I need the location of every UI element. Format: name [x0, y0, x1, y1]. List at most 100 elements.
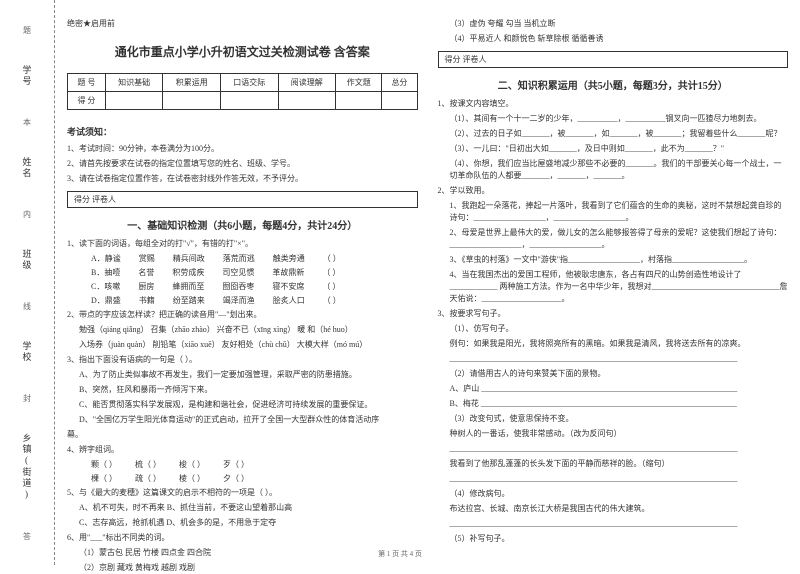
q1-opt-d: D．鼎盛 书籍 纷至踏来 竭泽而渔 脍炙人口 （ ） — [67, 295, 418, 306]
cell — [278, 92, 336, 110]
q6-text: 6、用"___"标出不同类的词。 — [67, 532, 418, 544]
cut-mark: 本 — [22, 118, 33, 126]
s2q2-text: 2、学以致用。 — [438, 185, 789, 197]
table-row: 题 号 知识基础 积累运用 口语交际 阅读理解 作文题 总分 — [68, 74, 418, 92]
opt: D．鼎盛 — [91, 295, 121, 306]
notice-item: 1、考试时间：90分钟，本卷满分为100分。 — [67, 143, 418, 155]
cell: 题 号 — [68, 74, 106, 92]
s2q2-item: 2、母爱是世界上最伟大的爱，做儿女的怎么能够报答得了母亲的爱呢？这使我们想起了诗… — [438, 227, 789, 251]
margin-field-town: 乡镇(街道) — [21, 433, 34, 501]
s2q3-item: ________________________________________… — [438, 353, 789, 365]
opt: 赏赐 — [139, 253, 155, 264]
cell — [220, 92, 278, 110]
table-row: 得 分 — [68, 92, 418, 110]
section1-title: 一、基础知识检测（共6小题，每题4分，共计24分） — [67, 217, 418, 232]
q6-cont: （4）平易近人 和颜悦色 斩草除根 循循善诱 — [438, 33, 789, 45]
margin-field-class: 班级 — [21, 249, 34, 271]
q1-opt-b: B．抽噎 名誉 积劳成疾 司空见惯 革故鼎新 （ ） — [67, 267, 418, 278]
q5-opt: C、志存高远，抢抓机遇 D、机会多的是，不用急于定夺 — [67, 517, 418, 529]
cell: 作文题 — [336, 74, 382, 92]
opt: 触类旁通 — [273, 253, 305, 264]
s2q2-item: 1、我跑起一朵落花，捧起一片落叶，我看到了它们蕴含的生命的奥秘，这时不禁想起龚自… — [438, 200, 789, 224]
cell: 阅读理解 — [278, 74, 336, 92]
s2q3-text: 3、按要求写句子。 — [438, 308, 789, 320]
q2-line: 入场券（juàn quàn） 削铅笔（xiāo xuē） 友好相处（chù ch… — [67, 339, 418, 351]
section-score-box: 得分 评卷人 — [67, 191, 418, 208]
s2q1-item: （4）、你想，我们应当比屋盛地减少那些不必要的_______。我们的干部要关心每… — [438, 158, 789, 182]
cell — [105, 92, 163, 110]
opt: 寝不安席 — [272, 281, 304, 292]
q5-opt: A、机不可失，时不再来 B、抓住当前，不要这山望着那山高 — [67, 502, 418, 514]
field-label: 乡镇(街道) — [21, 433, 34, 501]
q3-opt: A、为了防止类似事故不再发生，我们一定要加强管理，采取严密的防患措施。 — [67, 369, 418, 381]
s2q3-item: 我看到了他那乱蓬蓬的长头发下面的平静而慈祥的脸。（缩句） — [438, 458, 789, 470]
cell: 积累运用 — [163, 74, 221, 92]
s2q1-item: （3）、一儿曰："日初出大如_______，及日中则如_______，此不为__… — [438, 143, 789, 155]
opt: 纷至踏来 — [173, 295, 205, 306]
opt: 脍炙人口 — [273, 295, 305, 306]
opt: 囫囵吞枣 — [222, 281, 254, 292]
s2q1-item: （2）、过去的日子如_______，被_______，如_______，被___… — [438, 128, 789, 140]
opt: 厨房 — [138, 281, 154, 292]
opt: 梭（ ） — [179, 459, 205, 470]
q3-text: 3、指出下面没有语病的一句是（ ）。 — [67, 354, 418, 366]
opt: 落荒而逃 — [223, 253, 255, 264]
opt: （ ） — [323, 253, 341, 264]
s2q3-item: ________________________________________… — [438, 443, 789, 455]
s2q3-item: ________________________________________… — [438, 473, 789, 485]
opt: 革故鼎新 — [272, 267, 304, 278]
cell: 口语交际 — [220, 74, 278, 92]
q1-opt-a: A．静谧 赏赐 精兵间政 落荒而逃 触类旁通 （ ） — [67, 253, 418, 264]
opt: A．静谧 — [91, 253, 121, 264]
field-label: 学号 — [21, 65, 34, 87]
s2q3-item: （1）、仿写句子。 — [438, 323, 789, 335]
q2-line: 勉强（qiáng qiǎng） 召集（zhāo zhào） 兴奋不已（xīng … — [67, 324, 418, 336]
q4-row2: 棵（ ） 疏（ ） 棱（ ） 夕（ ） — [67, 473, 418, 484]
opt: 精兵间政 — [173, 253, 205, 264]
cell: 得 分 — [68, 92, 106, 110]
opt: 名誉 — [138, 267, 154, 278]
opt: 蜂拥而至 — [172, 281, 204, 292]
cut-mark: 封 — [22, 394, 33, 402]
q6-cont: （3）虚伪 夸耀 勾当 当机立断 — [438, 18, 789, 30]
q3-opt: D、"全国亿万学生阳光体育运动"的正式启动，拉开了全国一大型群众性的体育活动序 — [67, 414, 418, 426]
s2q2-item: 4、当在我国杰出的爱国工程师，他被耿忠唐东，各占有四尺的山势创造性地设计了___… — [438, 269, 789, 305]
s2q3-item: （3）改变句式，使意思保持不变。 — [438, 413, 789, 425]
s2q3-item: 例句：如果我是阳光，我将照亮所有的黑暗。如果我是清风，我将送去所有的凉爽。 — [438, 338, 789, 350]
s2q3-item: 布达拉宫、长城、南京长江大桥是我国古代的伟大建筑。 — [438, 503, 789, 515]
notice-item: 2、请首先按要求在试卷的指定位置填写您的姓名、班级、学号。 — [67, 158, 418, 170]
cell — [336, 92, 382, 110]
q4-row1: 颗（ ） 梳（ ） 梭（ ） 歹（ ） — [67, 459, 418, 470]
opt: 竭泽而渔 — [223, 295, 255, 306]
margin-field-name: 姓名 — [21, 157, 34, 179]
section2-title: 二、知识积累运用（共5小题，每题3分，共计15分） — [438, 77, 789, 92]
page-footer: 第 1 页 共 4 页 — [378, 549, 422, 559]
q1-opt-c: C．咳嗽 厨房 蜂拥而至 囫囵吞枣 寝不安席 （ ） — [67, 281, 418, 292]
opt: 疏（ ） — [135, 473, 161, 484]
s2q1-item: （1）、其间有一个十一二岁的少年，__________，__________钢叉… — [438, 113, 789, 125]
opt: B．抽噎 — [91, 267, 120, 278]
opt: 梳（ ） — [135, 459, 161, 470]
field-label: 班级 — [21, 249, 34, 271]
binding-margin: 题 学号 本 姓名 内 班级 线 学校 封 乡镇(街道) 答 — [0, 0, 55, 565]
opt: 积劳成疾 — [172, 267, 204, 278]
main-content: 绝密★启用前 通化市重点小学小升初语文过关检测试卷 含答案 题 号 知识基础 积… — [55, 0, 800, 565]
exam-title: 通化市重点小学小升初语文过关检测试卷 含答案 — [67, 43, 418, 60]
q1-text: 1、读下面的词语，每组全对的打"√"，有错的打"×"。 — [67, 238, 418, 250]
cut-mark: 答 — [22, 532, 33, 540]
q3-opt: C、能否贯彻落实科学发展观，是构建和谐社会，促进经济可持续发展的重要保证。 — [67, 399, 418, 411]
section-score-box: 得分 评卷人 — [438, 51, 789, 68]
q6-row: （1）蒙古包 民居 竹楼 四点金 四合院 — [67, 547, 418, 559]
s2q1-text: 1、按课文内容填空。 — [438, 98, 789, 110]
opt: （ ） — [322, 267, 340, 278]
opt: 棱（ ） — [179, 473, 205, 484]
cell: 总分 — [382, 74, 417, 92]
q3-tail: 幕。 — [67, 429, 418, 441]
q6-row: （2）京剧 藏戏 黄梅戏 越剧 戏剧 — [67, 562, 418, 574]
cut-mark: 题 — [22, 26, 33, 34]
right-column: （3）虚伪 夸耀 勾当 当机立断 （4）平易近人 和颜悦色 斩草除根 循循善诱 … — [438, 18, 789, 555]
notice-item: 3、请在试卷指定位置作答，在试卷密封线外作答无效，不予评分。 — [67, 173, 418, 185]
secret-notice: 绝密★启用前 — [67, 18, 418, 29]
margin-field-school: 学校 — [21, 341, 34, 363]
opt: 颗（ ） — [91, 459, 117, 470]
